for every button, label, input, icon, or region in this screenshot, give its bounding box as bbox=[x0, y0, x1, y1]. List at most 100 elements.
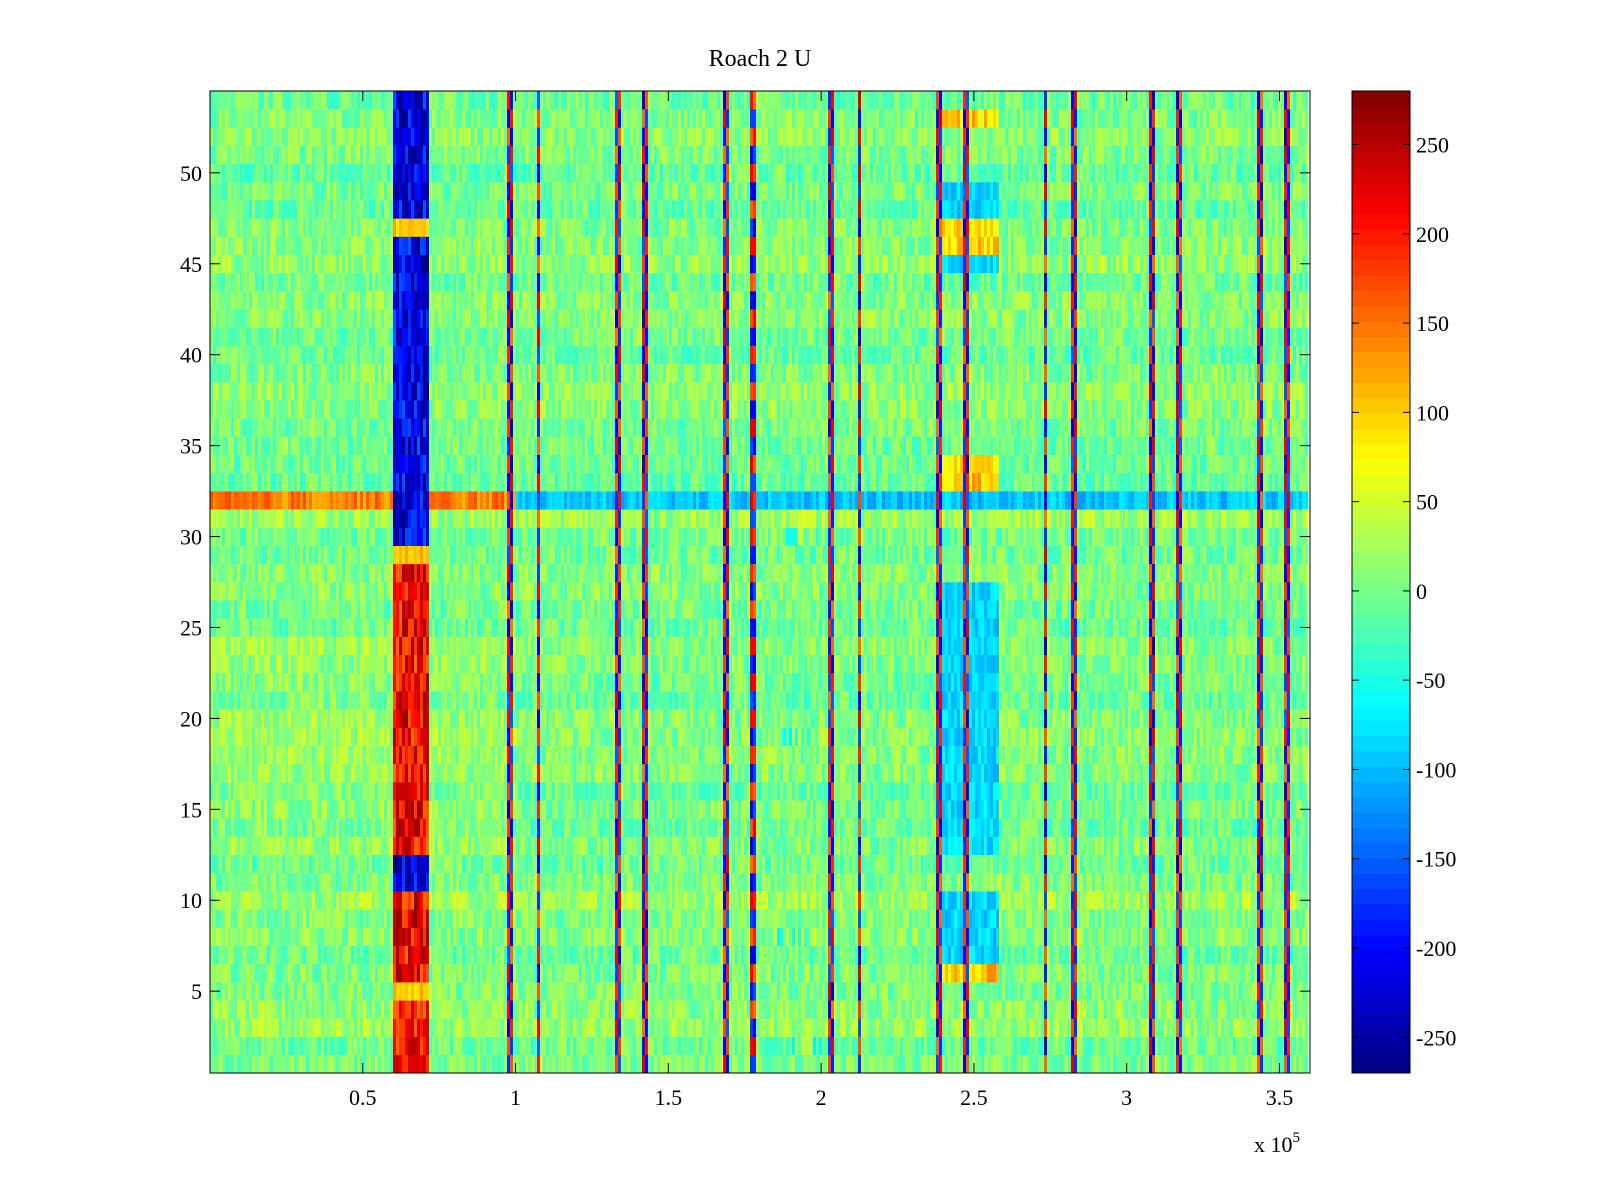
heatmap-cell bbox=[558, 927, 562, 947]
heatmap-cell bbox=[939, 1036, 943, 1056]
heatmap-cell bbox=[924, 872, 928, 892]
heatmap-cell bbox=[438, 891, 442, 910]
heatmap-cell bbox=[717, 1000, 721, 1019]
heatmap-cell bbox=[519, 1018, 523, 1037]
heatmap-cell bbox=[519, 1054, 523, 1074]
heatmap-cell bbox=[921, 891, 925, 910]
heatmap-cell bbox=[252, 891, 256, 910]
heatmap-cell bbox=[219, 836, 223, 856]
heatmap-cell bbox=[273, 1054, 277, 1074]
heatmap-cell bbox=[768, 927, 772, 947]
heatmap-cell bbox=[477, 963, 481, 983]
heatmap-cell bbox=[855, 1000, 859, 1019]
heatmap-cell bbox=[1179, 909, 1183, 928]
heatmap-cell bbox=[453, 963, 457, 983]
heatmap-cell bbox=[822, 1036, 826, 1056]
heatmap-cell bbox=[474, 1036, 478, 1056]
heatmap-cell bbox=[438, 927, 442, 947]
heatmap-cell bbox=[426, 1054, 430, 1074]
heatmap-cell bbox=[648, 872, 652, 892]
heatmap-cell bbox=[1029, 1036, 1033, 1056]
heatmap-cell bbox=[1269, 872, 1273, 892]
heatmap-cell bbox=[900, 891, 904, 910]
heatmap-cell bbox=[447, 945, 451, 965]
heatmap-cell bbox=[288, 982, 292, 1001]
heatmap-cell bbox=[1227, 963, 1231, 983]
heatmap-cell bbox=[381, 1000, 385, 1019]
heatmap-cell bbox=[1113, 1018, 1117, 1037]
heatmap-cell bbox=[1041, 872, 1045, 892]
heatmap-cell bbox=[1161, 1036, 1165, 1056]
heatmap-cell bbox=[399, 982, 403, 1001]
heatmap-cell bbox=[225, 1054, 229, 1074]
heatmap-cell bbox=[1275, 927, 1279, 947]
heatmap-cell bbox=[984, 982, 988, 1001]
heatmap-cell bbox=[1035, 963, 1039, 983]
heatmap-cell bbox=[348, 945, 352, 965]
heatmap-cell bbox=[339, 945, 343, 965]
heatmap-cell bbox=[699, 982, 703, 1001]
heatmap-cell bbox=[381, 891, 385, 910]
heatmap-cell bbox=[1188, 963, 1192, 983]
heatmap-cell bbox=[222, 963, 226, 983]
heatmap-cell bbox=[669, 945, 673, 965]
heatmap-cell bbox=[1260, 963, 1264, 983]
heatmap-cell bbox=[1143, 1054, 1147, 1074]
heatmap-cell bbox=[462, 1054, 466, 1074]
heatmap-cell bbox=[1218, 963, 1222, 983]
heatmap-cell bbox=[849, 1036, 853, 1056]
heatmap-cell bbox=[1128, 1000, 1132, 1019]
heatmap-cell bbox=[930, 1054, 934, 1074]
heatmap-cell bbox=[234, 963, 238, 983]
heatmap-cell bbox=[342, 982, 346, 1001]
heatmap-cell bbox=[909, 872, 913, 892]
heatmap-cell bbox=[717, 982, 721, 1001]
heatmap-cell bbox=[1014, 872, 1018, 892]
heatmap-cell bbox=[315, 836, 319, 856]
heatmap-cell bbox=[969, 1000, 973, 1019]
heatmap-cell bbox=[246, 891, 250, 910]
heatmap-cell bbox=[768, 909, 772, 928]
heatmap-cell bbox=[567, 836, 571, 856]
heatmap-cell bbox=[1017, 963, 1021, 983]
heatmap-cell bbox=[900, 1054, 904, 1074]
heatmap-cell bbox=[1170, 891, 1174, 910]
heatmap-cell bbox=[783, 909, 787, 928]
heatmap-cell bbox=[393, 982, 397, 1001]
heatmap-cell bbox=[507, 945, 511, 965]
heatmap-cell bbox=[261, 872, 265, 892]
heatmap-cell bbox=[1092, 854, 1096, 874]
heatmap-cell bbox=[912, 927, 916, 947]
heatmap-cell bbox=[600, 836, 604, 856]
heatmap-cell bbox=[1164, 982, 1168, 1001]
heatmap-cell bbox=[387, 1018, 391, 1037]
heatmap-cell bbox=[981, 909, 985, 928]
heatmap-cell bbox=[444, 1054, 448, 1074]
heatmap-cell bbox=[234, 1018, 238, 1037]
heatmap-cell bbox=[933, 891, 937, 910]
heatmap-cell bbox=[279, 927, 283, 947]
heatmap-cell bbox=[1101, 963, 1105, 983]
heatmap-cell bbox=[1152, 1036, 1156, 1056]
heatmap-cell bbox=[777, 927, 781, 947]
heatmap-cell bbox=[1170, 909, 1174, 928]
heatmap-cell bbox=[747, 872, 751, 892]
heatmap-cell bbox=[1128, 963, 1132, 983]
heatmap-cell bbox=[801, 854, 805, 874]
heatmap-cell bbox=[672, 891, 676, 910]
heatmap-cell bbox=[1269, 1018, 1273, 1037]
heatmap-cell bbox=[726, 872, 730, 892]
heatmap-cell bbox=[972, 854, 976, 874]
heatmap-cell bbox=[1179, 963, 1183, 983]
heatmap-cell bbox=[318, 1000, 322, 1019]
heatmap-cell bbox=[1101, 891, 1105, 910]
heatmap-cell bbox=[1230, 1054, 1234, 1074]
heatmap-cell bbox=[594, 872, 598, 892]
heatmap-cell bbox=[729, 945, 733, 965]
heatmap-cell bbox=[1197, 854, 1201, 874]
heatmap-cell bbox=[816, 963, 820, 983]
heatmap-cell bbox=[1020, 1054, 1024, 1074]
heatmap-cell bbox=[828, 836, 832, 856]
heatmap-cell bbox=[273, 872, 277, 892]
heatmap-cell bbox=[294, 818, 298, 837]
